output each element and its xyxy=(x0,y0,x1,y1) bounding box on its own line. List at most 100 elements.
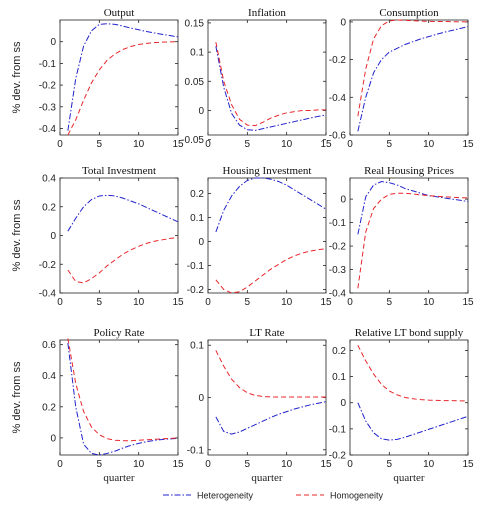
y-tick-label: 0.2 xyxy=(190,189,204,200)
y-tick-label: -0.2 xyxy=(39,260,57,271)
series-line-homogeneity xyxy=(357,345,468,402)
panel-axes-box xyxy=(349,177,469,294)
y-tick-label: -0.2 xyxy=(329,451,347,462)
x-tick-label: 15 xyxy=(462,139,474,150)
y-tick-label: -0.4 xyxy=(39,289,57,300)
y-tick-label: 0.15 xyxy=(185,18,205,29)
series-line-homogeneity xyxy=(357,192,469,289)
panel-axes-box xyxy=(207,177,327,294)
x-tick-label: 0 xyxy=(347,459,353,470)
y-tick-label: -0.2 xyxy=(39,81,57,92)
x-tick-label: 10 xyxy=(133,139,145,150)
series-line-heterogeneity xyxy=(215,46,327,131)
y-tick-label: -0.4 xyxy=(329,93,347,104)
x-tick-label: 15 xyxy=(320,139,332,150)
y-tick-label: -0.1 xyxy=(329,424,347,435)
series-line-homogeneity xyxy=(357,19,469,117)
x-tick-label: 5 xyxy=(245,297,251,308)
x-axis-label: quarter xyxy=(103,472,134,484)
series-line-heterogeneity xyxy=(357,402,469,441)
x-tick-label: 15 xyxy=(320,297,332,308)
panel-axes-box xyxy=(59,339,179,456)
panel-title: LT Rate xyxy=(249,327,284,339)
x-tick-label: 15 xyxy=(172,139,184,150)
y-tick-label: -0.1 xyxy=(329,218,347,229)
series-line-heterogeneity xyxy=(67,343,179,456)
legend-label-heterogeneity: Heterogeneity xyxy=(197,491,254,501)
series-line-homogeneity xyxy=(67,41,179,136)
y-tick-label: -0.05 xyxy=(181,135,204,146)
x-tick-label: 5 xyxy=(387,139,393,150)
panel-title: Total Investment xyxy=(82,165,156,177)
panel-axes-box xyxy=(59,19,179,136)
x-tick-label: 0 xyxy=(347,139,353,150)
panel-title: Real Housing Prices xyxy=(364,165,454,177)
y-tick-label: 0.05 xyxy=(185,77,205,88)
panel-title: Output xyxy=(104,7,135,19)
series-line-homogeneity xyxy=(215,42,326,127)
x-tick-label: 5 xyxy=(245,139,251,150)
y-tick-label: 0.4 xyxy=(42,174,56,185)
x-tick-label: 10 xyxy=(423,297,435,308)
x-tick-label: 0 xyxy=(205,459,211,470)
x-tick-label: 5 xyxy=(97,297,103,308)
x-tick-label: 10 xyxy=(281,139,293,150)
x-tick-label: 10 xyxy=(281,459,293,470)
y-tick-label: 0.1 xyxy=(190,341,204,352)
panel-axes-box xyxy=(349,19,469,136)
x-tick-label: 0 xyxy=(205,297,211,308)
y-tick-label: -0.6 xyxy=(329,131,347,142)
x-tick-label: 10 xyxy=(281,297,293,308)
series-line-heterogeneity xyxy=(357,26,469,132)
x-tick-label: 10 xyxy=(423,139,435,150)
x-tick-label: 15 xyxy=(462,459,474,470)
x-tick-label: 10 xyxy=(423,459,435,470)
x-tick-label: 15 xyxy=(320,459,332,470)
series-line-heterogeneity xyxy=(215,401,327,435)
x-tick-label: 5 xyxy=(245,459,251,470)
y-axis-label: % dev. from ss xyxy=(11,361,23,433)
y-tick-label: 0 xyxy=(198,106,204,117)
y-tick-label: -0.3 xyxy=(39,102,57,113)
y-tick-label: 0 xyxy=(50,231,56,242)
legend-label-homogeneity: Homogeneity xyxy=(330,491,384,501)
y-tick-label: -0.1 xyxy=(39,59,57,70)
y-tick-label: 0 xyxy=(50,433,56,444)
y-tick-label: 0 xyxy=(50,37,56,48)
y-tick-label: 0.1 xyxy=(190,48,204,59)
x-tick-label: 10 xyxy=(133,459,145,470)
x-tick-label: 5 xyxy=(387,459,393,470)
y-tick-label: 0.6 xyxy=(42,340,56,351)
y-tick-label: 0.2 xyxy=(332,346,346,357)
x-tick-label: 5 xyxy=(387,297,393,308)
y-tick-label: 0.1 xyxy=(190,213,204,224)
panel-title: Relative LT bond supply xyxy=(355,327,464,339)
y-tick-label: -0.4 xyxy=(329,289,347,300)
y-axis-label: % dev. from ss xyxy=(11,199,23,271)
x-tick-label: 15 xyxy=(462,297,474,308)
y-tick-label: -0.2 xyxy=(329,55,347,66)
panel-title: Inflation xyxy=(248,7,286,19)
y-tick-label: 0 xyxy=(340,398,346,409)
panel-axes-box xyxy=(349,339,469,456)
panel-axes-box xyxy=(59,177,179,294)
series-line-homogeneity xyxy=(215,350,326,398)
x-tick-label: 0 xyxy=(57,459,63,470)
y-tick-label: 0.4 xyxy=(42,371,56,382)
x-tick-label: 0 xyxy=(205,139,211,150)
series-line-heterogeneity xyxy=(215,177,327,233)
series-line-heterogeneity xyxy=(357,181,469,235)
y-tick-label: -0.2 xyxy=(329,242,347,253)
y-tick-label: 0.1 xyxy=(332,372,346,383)
panel-title: Housing Investment xyxy=(223,165,312,177)
y-tick-label: -0.2 xyxy=(187,285,205,296)
x-axis-label: quarter xyxy=(251,472,282,484)
x-tick-label: 0 xyxy=(57,139,63,150)
y-tick-label: 0 xyxy=(198,237,204,248)
y-tick-label: 0.2 xyxy=(42,402,56,413)
